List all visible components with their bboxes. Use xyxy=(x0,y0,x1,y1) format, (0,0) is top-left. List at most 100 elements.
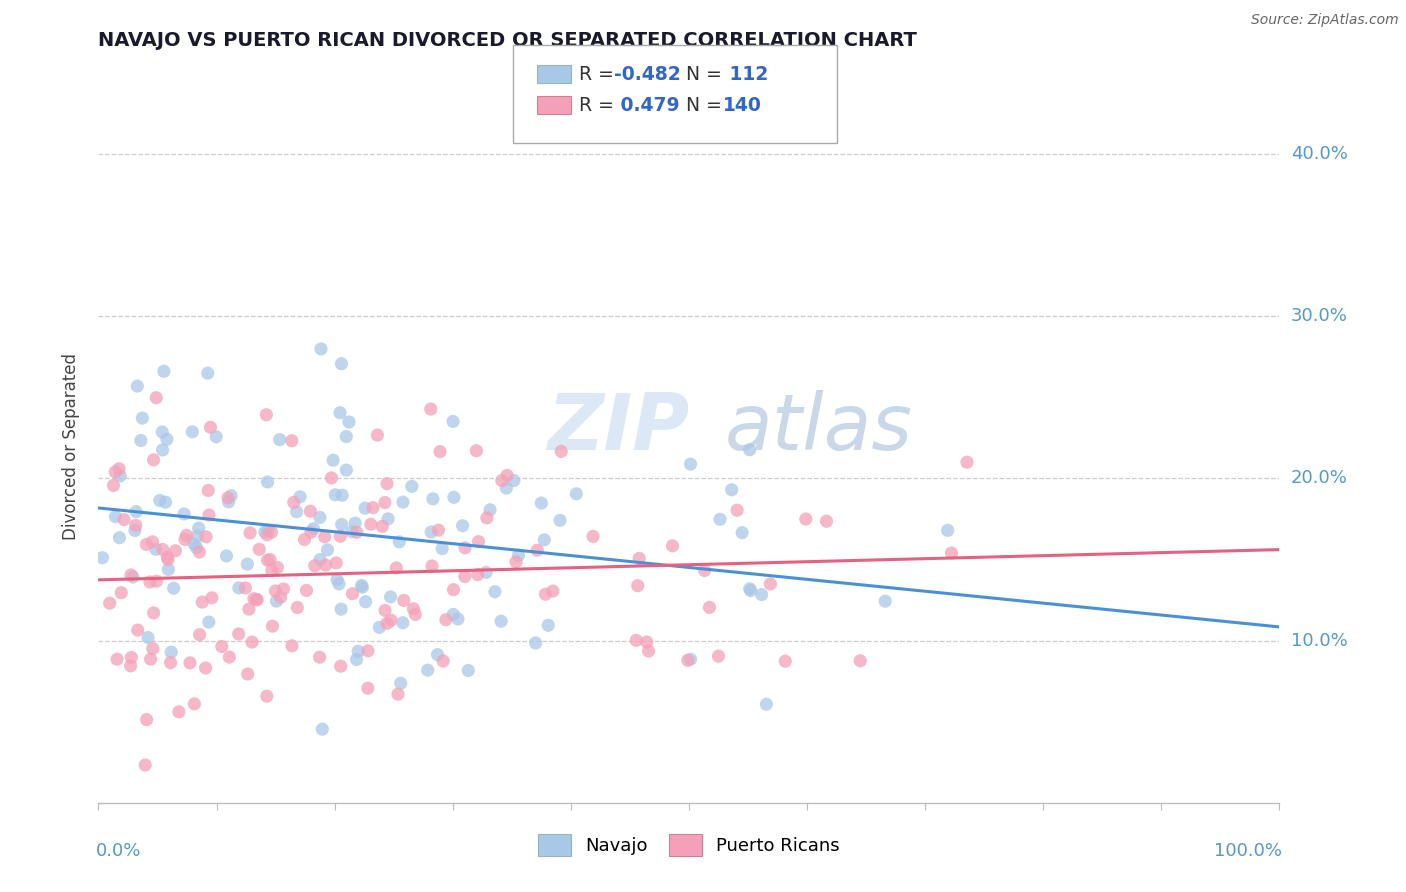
Point xyxy=(624,633,647,648)
Point xyxy=(215,549,238,563)
Point xyxy=(429,444,451,458)
Point xyxy=(299,504,322,518)
Point xyxy=(375,616,398,631)
Point xyxy=(194,661,217,675)
Point xyxy=(247,542,270,557)
Point xyxy=(141,534,163,549)
Point xyxy=(152,442,174,457)
Point xyxy=(709,512,731,526)
Legend: Navajo, Puerto Ricans: Navajo, Puerto Ricans xyxy=(529,825,849,865)
Point xyxy=(311,722,333,736)
Point xyxy=(122,570,145,584)
Point xyxy=(273,582,295,596)
Point xyxy=(374,603,396,617)
Point xyxy=(451,518,474,533)
Point xyxy=(256,475,278,489)
Point xyxy=(108,462,131,476)
Point xyxy=(295,583,318,598)
Point xyxy=(380,590,402,604)
Point xyxy=(124,524,146,538)
Point xyxy=(259,552,281,566)
Point xyxy=(309,510,332,524)
Point xyxy=(157,552,180,566)
Point xyxy=(478,503,501,517)
Point xyxy=(941,546,963,560)
Point xyxy=(404,607,426,622)
Point xyxy=(139,574,162,589)
Point xyxy=(243,591,266,606)
Point xyxy=(235,581,257,595)
Point xyxy=(110,586,132,600)
Text: N =: N = xyxy=(686,95,728,115)
Point xyxy=(120,650,142,665)
Point xyxy=(454,541,477,555)
Point xyxy=(354,595,377,609)
Point xyxy=(875,594,897,608)
Point xyxy=(176,528,198,542)
Point xyxy=(443,491,465,505)
Point xyxy=(304,558,326,573)
Point xyxy=(330,488,353,502)
Point xyxy=(152,542,174,557)
Point xyxy=(330,517,353,532)
Point xyxy=(104,465,127,479)
Point xyxy=(465,443,488,458)
Point xyxy=(541,584,564,599)
Point xyxy=(253,524,276,539)
Point xyxy=(108,531,131,545)
Point xyxy=(283,495,305,509)
Point xyxy=(309,342,332,356)
Point xyxy=(153,364,176,378)
Point xyxy=(340,524,363,539)
Point xyxy=(475,511,498,525)
Text: 0.479: 0.479 xyxy=(614,95,681,115)
Point xyxy=(127,623,149,637)
Point xyxy=(357,681,380,696)
Point xyxy=(467,567,489,582)
Point xyxy=(534,587,557,601)
Point xyxy=(145,574,167,589)
Point xyxy=(181,425,204,439)
Point xyxy=(335,429,357,443)
Point xyxy=(676,653,699,667)
Point xyxy=(352,580,374,594)
Point xyxy=(218,650,240,665)
Y-axis label: Divorced or Separated: Divorced or Separated xyxy=(62,352,80,540)
Point xyxy=(198,615,221,629)
Text: -0.482: -0.482 xyxy=(614,64,681,84)
Point xyxy=(205,430,228,444)
Point xyxy=(142,641,165,656)
Point xyxy=(441,414,464,428)
Point xyxy=(246,592,269,607)
Point xyxy=(160,645,183,659)
Point xyxy=(548,513,571,527)
Point xyxy=(145,391,167,405)
Point xyxy=(260,525,283,540)
Point xyxy=(239,525,262,540)
Point xyxy=(135,713,157,727)
Point xyxy=(679,457,702,471)
Point xyxy=(256,689,278,703)
Point xyxy=(489,614,512,628)
Point xyxy=(368,620,391,634)
Point xyxy=(350,578,373,592)
Point xyxy=(447,612,470,626)
Point xyxy=(142,606,165,620)
Point xyxy=(179,656,201,670)
Point xyxy=(149,493,172,508)
Point xyxy=(371,519,394,533)
Point xyxy=(256,528,278,542)
Point xyxy=(200,420,222,434)
Point xyxy=(495,481,517,495)
Point xyxy=(127,379,149,393)
Point xyxy=(738,582,761,596)
Point xyxy=(434,613,457,627)
Point xyxy=(256,523,278,537)
Point xyxy=(321,471,343,485)
Point xyxy=(636,635,658,649)
Point xyxy=(316,542,339,557)
Point xyxy=(775,654,797,668)
Point xyxy=(309,552,332,566)
Point xyxy=(326,573,349,587)
Point xyxy=(105,652,128,666)
